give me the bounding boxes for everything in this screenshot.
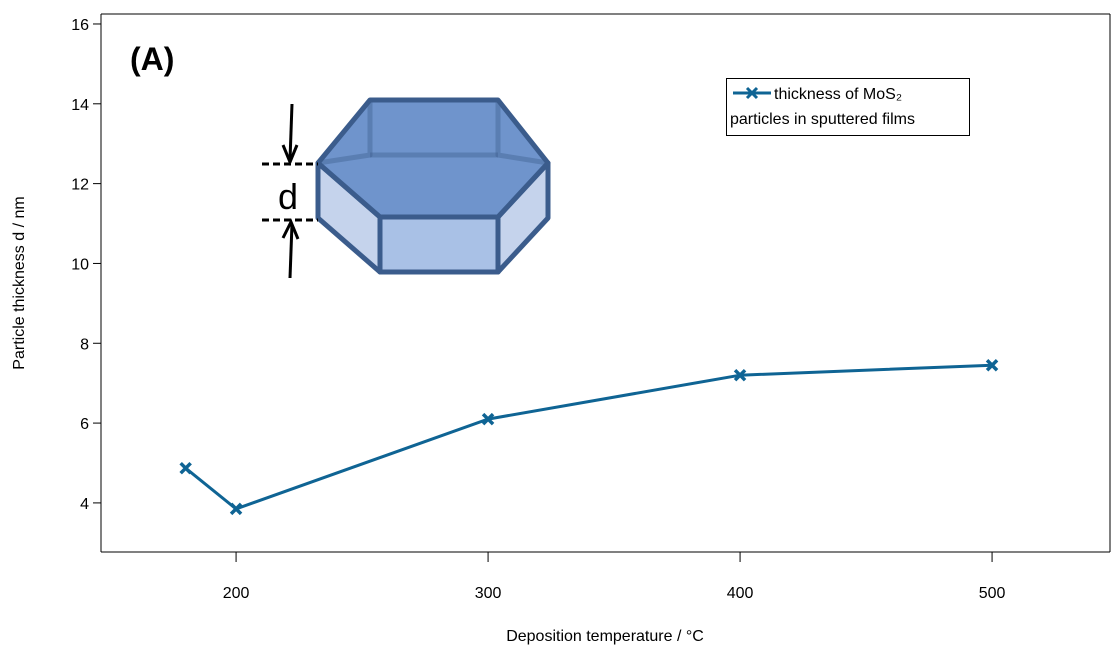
y-tick-label: 8 bbox=[80, 336, 89, 353]
marker bbox=[481, 412, 495, 426]
dimension-label: d bbox=[278, 176, 298, 217]
x-tick-label: 400 bbox=[727, 585, 754, 602]
dimension-marks bbox=[262, 103, 318, 279]
x-axis-label: Deposition temperature / °C bbox=[506, 628, 704, 645]
marker bbox=[733, 368, 747, 382]
y-tick-label: 6 bbox=[80, 416, 89, 433]
panel-label: (A) bbox=[130, 41, 174, 77]
y-tick-label: 12 bbox=[71, 177, 89, 194]
series-line bbox=[184, 363, 993, 511]
x-tick-label: 300 bbox=[475, 585, 502, 602]
legend-label: thickness of MoS₂ particles in sputtered… bbox=[730, 86, 915, 128]
marker bbox=[985, 358, 999, 372]
x-tick-label: 500 bbox=[979, 585, 1006, 602]
y-tick-label: 16 bbox=[71, 17, 89, 34]
x-tick-label: 200 bbox=[223, 585, 250, 602]
prism-illustration bbox=[315, 97, 551, 275]
y-tick-label: 14 bbox=[71, 97, 89, 114]
marker bbox=[229, 502, 243, 516]
marker bbox=[179, 461, 192, 475]
y-axis-label: Particle thickness d / nm bbox=[11, 196, 28, 369]
y-tick-label: 10 bbox=[71, 256, 89, 273]
legend-swatch bbox=[733, 86, 771, 100]
y-tick-label: 4 bbox=[80, 496, 89, 513]
legend-marker bbox=[745, 86, 759, 100]
legend: thickness of MoS₂ particles in sputtered… bbox=[726, 78, 970, 136]
